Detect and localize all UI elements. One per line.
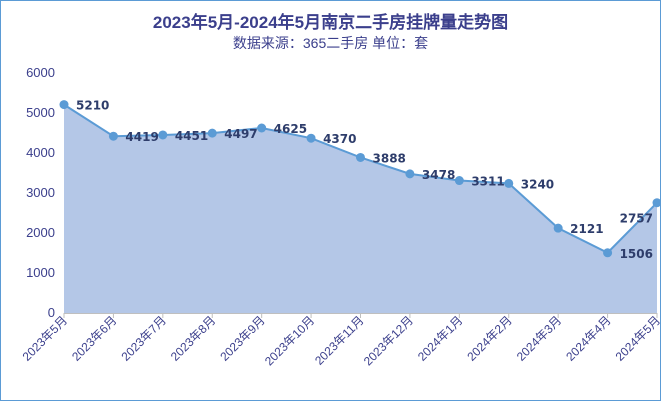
data-point [553, 223, 563, 233]
data-point [59, 100, 69, 110]
data-point [207, 128, 217, 138]
data-label: 3311 [471, 175, 504, 189]
data-point [454, 176, 464, 186]
x-tick-label: 2023年5月 [20, 313, 70, 363]
chart-subtitle: 数据来源：365二手房 单位：套 [232, 35, 429, 51]
y-tick-label: 0 [48, 305, 55, 320]
data-point [603, 248, 613, 258]
data-point [405, 169, 415, 179]
data-label: 3888 [373, 151, 406, 165]
data-label: 3240 [521, 177, 554, 191]
x-tick-label: 2023年10月 [262, 313, 317, 368]
chart-title: 2023年5月-2024年5月南京二手房挂牌量走势图 [152, 13, 509, 32]
x-tick-label: 2024年4月 [563, 313, 613, 363]
data-point [257, 123, 267, 133]
x-tick-label: 2023年11月 [312, 313, 367, 368]
x-tick-label: 2023年7月 [118, 313, 168, 363]
x-tick-label: 2023年6月 [69, 313, 119, 363]
data-point [158, 130, 168, 140]
y-tick-label: 2000 [26, 225, 55, 240]
data-label: 4497 [224, 127, 257, 141]
x-tick-label: 2024年3月 [514, 313, 564, 363]
y-tick-label: 1000 [26, 265, 55, 280]
data-point [504, 178, 514, 188]
series-area [64, 104, 657, 313]
data-label: 4451 [175, 129, 208, 143]
data-label: 4370 [323, 132, 356, 146]
data-point [652, 198, 661, 208]
y-tick-label: 3000 [26, 185, 55, 200]
data-label: 2121 [570, 222, 603, 236]
data-label: 5210 [76, 99, 109, 113]
x-tick-label: 2024年1月 [415, 313, 465, 363]
y-tick-label: 6000 [26, 65, 55, 80]
data-label: 2757 [620, 212, 653, 226]
y-tick-label: 5000 [26, 105, 55, 120]
x-tick-label: 2023年12月 [361, 313, 416, 368]
x-tick-label: 2024年2月 [464, 313, 514, 363]
data-point [306, 133, 316, 143]
data-label: 1506 [620, 247, 653, 261]
x-tick-label: 2023年9月 [217, 313, 267, 363]
data-label: 4625 [274, 122, 307, 136]
data-point [108, 131, 118, 141]
x-tick-label: 2023年8月 [168, 313, 218, 363]
y-tick-label: 4000 [26, 145, 55, 160]
data-label: 3478 [422, 168, 455, 182]
data-point [356, 152, 365, 162]
x-tick-label: 2024年5月 [613, 313, 661, 363]
data-label: 4419 [125, 130, 158, 144]
